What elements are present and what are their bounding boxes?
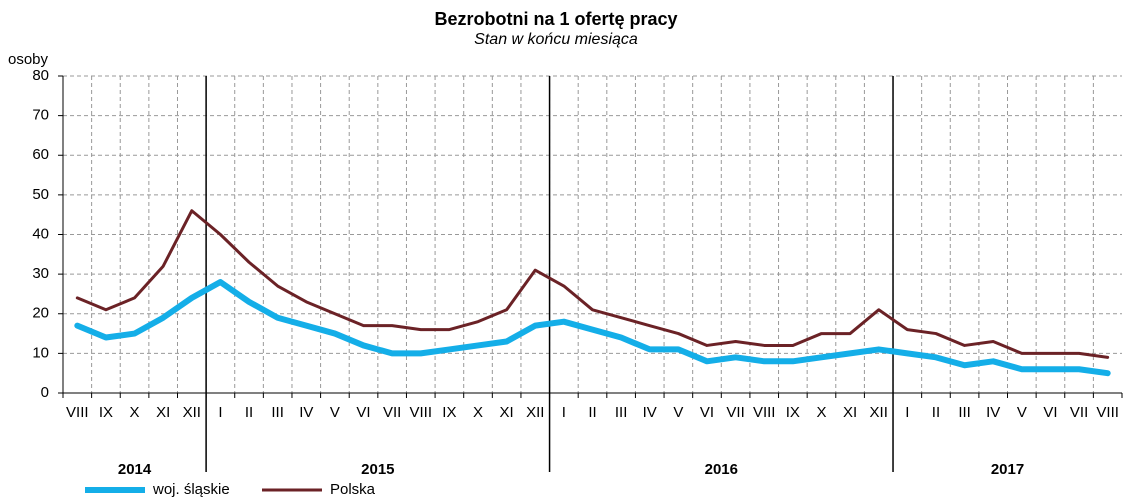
x-tick-label: VIII [753,404,776,421]
year-label: 2016 [705,461,738,478]
y-tick-label: 60 [32,146,49,163]
x-tick-label: VI [356,404,370,421]
x-tick-label: V [1017,404,1027,421]
x-tick-label: VIII [1096,404,1119,421]
x-tick-label: VI [700,404,714,421]
series-line [75,209,1110,359]
y-tick-label: 10 [32,344,49,361]
x-tick-label: I [905,404,909,421]
x-tick-label: VII [383,404,401,421]
x-tick-label: IV [986,404,1000,421]
chart-title: Bezrobotni na 1 ofertę pracy [434,9,677,29]
x-tick-label: IX [99,404,113,421]
x-tick-label: X [816,404,826,421]
x-tick-label: II [245,404,253,421]
x-tick-label: XII [183,404,201,421]
x-tick-label: X [130,404,140,421]
x-tick-label: V [673,404,683,421]
y-tick-label: 80 [32,67,49,84]
x-tick-label: III [958,404,971,421]
y-tick-label: 70 [32,107,49,124]
year-label: 2014 [118,461,152,478]
x-tick-label: III [271,404,284,421]
x-tick-label: XI [843,404,857,421]
y-tick-label: 30 [32,265,49,282]
year-label: 2015 [361,461,394,478]
x-tick-label: V [330,404,340,421]
x-tick-label: IX [786,404,800,421]
x-tick-label: III [615,404,628,421]
x-tick-label: X [473,404,483,421]
x-tick-label: XI [500,404,514,421]
y-tick-label: 40 [32,225,49,242]
x-tick-label: IX [442,404,456,421]
x-tick-label: VI [1043,404,1057,421]
x-tick-label: II [932,404,940,421]
x-tick-label: VII [1070,404,1088,421]
x-tick-label: XII [526,404,544,421]
series-line [74,279,1111,377]
y-tick-label: 0 [41,384,49,401]
x-tick-label: VIII [410,404,433,421]
year-label: 2017 [991,461,1024,478]
y-tick-label: 50 [32,186,49,203]
x-tick-label: I [562,404,566,421]
x-tick-label: XII [870,404,888,421]
chart-subtitle: Stan w końcu miesiąca [474,31,638,48]
x-tick-label: VIII [66,404,89,421]
x-tick-label: IV [643,404,657,421]
x-tick-label: XI [156,404,170,421]
legend-label: Polska [330,481,376,498]
y-tick-label: 20 [32,305,49,322]
legend-label: woj. śląskie [152,481,230,498]
x-tick-label: I [218,404,222,421]
x-tick-label: II [588,404,596,421]
x-tick-label: VII [726,404,744,421]
y-axis-label: osoby [8,51,49,68]
x-tick-label: IV [299,404,313,421]
